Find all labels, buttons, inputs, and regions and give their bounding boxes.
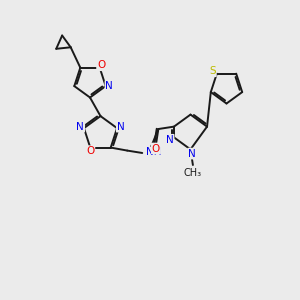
Text: S: S bbox=[209, 66, 216, 76]
Text: N: N bbox=[117, 122, 124, 132]
Text: N: N bbox=[76, 122, 84, 132]
Text: N: N bbox=[188, 148, 196, 159]
Text: N: N bbox=[166, 135, 174, 145]
Text: O: O bbox=[97, 60, 105, 70]
Text: CH₃: CH₃ bbox=[184, 168, 202, 178]
Text: O: O bbox=[86, 146, 94, 156]
Text: N: N bbox=[105, 81, 113, 91]
Text: NH: NH bbox=[146, 147, 162, 158]
Text: O: O bbox=[152, 143, 160, 154]
